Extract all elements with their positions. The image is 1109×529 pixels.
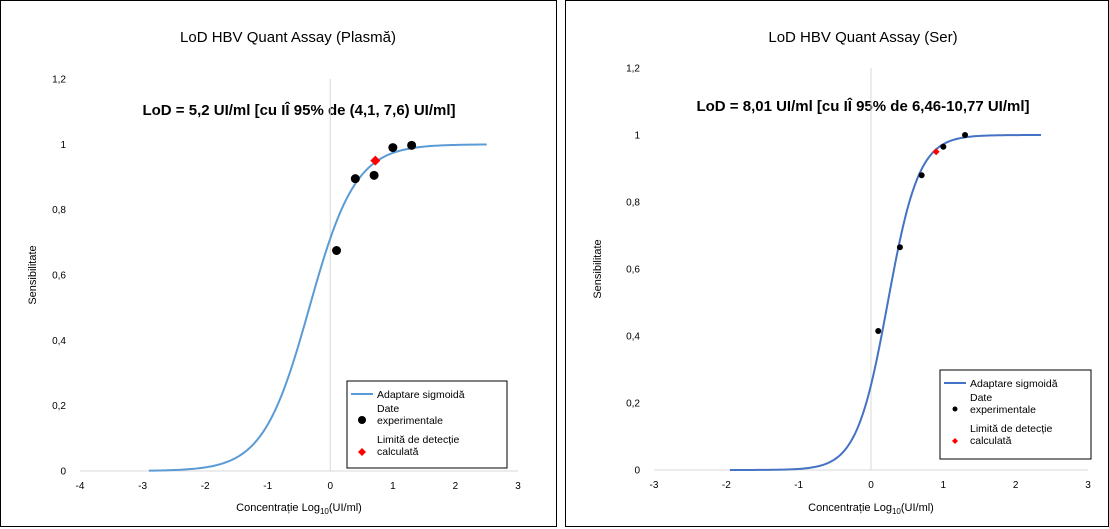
legend-box bbox=[346, 380, 508, 469]
chart-panel-serum: LoD HBV Quant Assay (Ser) LoD = 8,01 UI/m… bbox=[565, 0, 1109, 527]
data-point bbox=[332, 246, 342, 255]
y-tick-label: 0 bbox=[60, 467, 66, 478]
x-axis-label-unit: (UI/ml) bbox=[329, 502, 362, 514]
x-tick-label: 1 bbox=[390, 481, 396, 492]
x-tick-label: 0 bbox=[328, 481, 334, 492]
x-axis-label-subscript: 10 bbox=[892, 507, 901, 516]
legend-label-lod-line1: Limită de detecție bbox=[970, 423, 1052, 435]
legend-diamond-swatch bbox=[358, 448, 366, 456]
x-axis-label-main: Concentrație Log bbox=[236, 502, 320, 514]
y-axis-label: Sensibilitate bbox=[592, 239, 604, 298]
chart-title: LoD HBV Quant Assay (Ser) bbox=[768, 29, 957, 46]
x-tick-label: -3 bbox=[650, 480, 659, 491]
legend-label-data-line1: Date bbox=[970, 392, 992, 404]
x-axis-label: Concentrație Log10(UI/ml) bbox=[236, 502, 362, 516]
x-tick-label: 3 bbox=[515, 481, 521, 492]
y-tick-label: 1,2 bbox=[52, 75, 66, 86]
data-point bbox=[896, 244, 903, 251]
lod-point bbox=[932, 148, 940, 156]
legend-point-swatch bbox=[952, 406, 958, 412]
legend-label-fit: Adaptare sigmoidă bbox=[377, 389, 465, 401]
legend-label-data-line2: experimentale bbox=[970, 404, 1036, 416]
legend-diamond-swatch bbox=[952, 438, 958, 444]
sigmoid-fit-line bbox=[148, 143, 487, 472]
x-tick-label: -4 bbox=[76, 481, 85, 492]
y-tick-label: 0,4 bbox=[52, 336, 66, 347]
chart-panel-plasma: LoD HBV Quant Assay (Plasmă) LoD = 5,2 UI… bbox=[0, 0, 557, 527]
y-tick-label: 1 bbox=[634, 131, 640, 142]
x-tick-label: -1 bbox=[794, 480, 803, 491]
x-tick-label: -3 bbox=[138, 481, 147, 492]
data-point bbox=[350, 174, 360, 184]
y-tick-label: 1,2 bbox=[626, 64, 640, 75]
data-point bbox=[940, 143, 947, 150]
x-tick-label: 2 bbox=[1013, 480, 1019, 491]
x-axis-label: Concentrație Log10(UI/ml) bbox=[808, 502, 934, 516]
y-axis-label: Sensibilitate bbox=[27, 245, 39, 304]
legend-label-lod-line2: calculată bbox=[970, 435, 1012, 447]
x-tick-label: 1 bbox=[941, 480, 947, 491]
legend-label-fit: Adaptare sigmoidă bbox=[970, 378, 1058, 390]
data-point bbox=[875, 327, 882, 334]
x-axis-label-unit: (UI/ml) bbox=[901, 502, 934, 514]
legend-label-data-line2: experimentale bbox=[377, 415, 443, 427]
y-tick-label: 0,8 bbox=[626, 198, 640, 209]
sigmoid-fit-line bbox=[729, 134, 1041, 471]
y-tick-label: 0,2 bbox=[626, 399, 640, 410]
legend-label-lod-line2: calculată bbox=[377, 446, 419, 458]
legend-point-swatch bbox=[358, 416, 366, 424]
lod-annotation: LoD = 8,01 UI/ml [cu IÎ 95% de 6,46-10,7… bbox=[696, 97, 1029, 115]
y-tick-label: 0,4 bbox=[626, 332, 640, 343]
legend-box bbox=[939, 369, 1092, 460]
x-tick-label: -2 bbox=[722, 480, 731, 491]
x-tick-label: -1 bbox=[263, 481, 272, 492]
legend-label-data-line1: Date bbox=[377, 403, 399, 415]
x-axis-label-main: Concentrație Log bbox=[808, 502, 892, 514]
y-tick-label: 0,8 bbox=[52, 205, 66, 216]
data-point bbox=[407, 140, 417, 150]
data-point bbox=[918, 172, 925, 179]
x-tick-label: -2 bbox=[201, 481, 210, 492]
y-tick-label: 1 bbox=[60, 140, 66, 151]
x-tick-label: 3 bbox=[1085, 480, 1091, 491]
data-point bbox=[388, 143, 398, 153]
chart-plasma: LoD HBV Quant Assay (Plasmă) LoD = 5,2 UI… bbox=[27, 29, 521, 516]
legend-label-lod-line1: Limită de detecție bbox=[377, 434, 459, 446]
y-tick-label: 0,6 bbox=[626, 265, 640, 276]
y-tick-label: 0,2 bbox=[52, 401, 66, 412]
x-axis-label-subscript: 10 bbox=[320, 507, 329, 516]
chart-title: LoD HBV Quant Assay (Plasmă) bbox=[180, 29, 396, 46]
x-tick-label: 0 bbox=[868, 480, 874, 491]
x-tick-label: 2 bbox=[453, 481, 459, 492]
data-point bbox=[369, 170, 379, 180]
y-tick-label: 0 bbox=[634, 466, 640, 477]
lod-annotation: LoD = 5,2 UI/ml [cu IÎ 95% de (4,1, 7,6)… bbox=[142, 101, 455, 119]
data-point bbox=[962, 132, 969, 138]
lod-point bbox=[370, 155, 381, 166]
y-tick-label: 0,6 bbox=[52, 271, 66, 282]
chart-serum: LoD HBV Quant Assay (Ser) LoD = 8,01 UI/m… bbox=[592, 29, 1092, 516]
